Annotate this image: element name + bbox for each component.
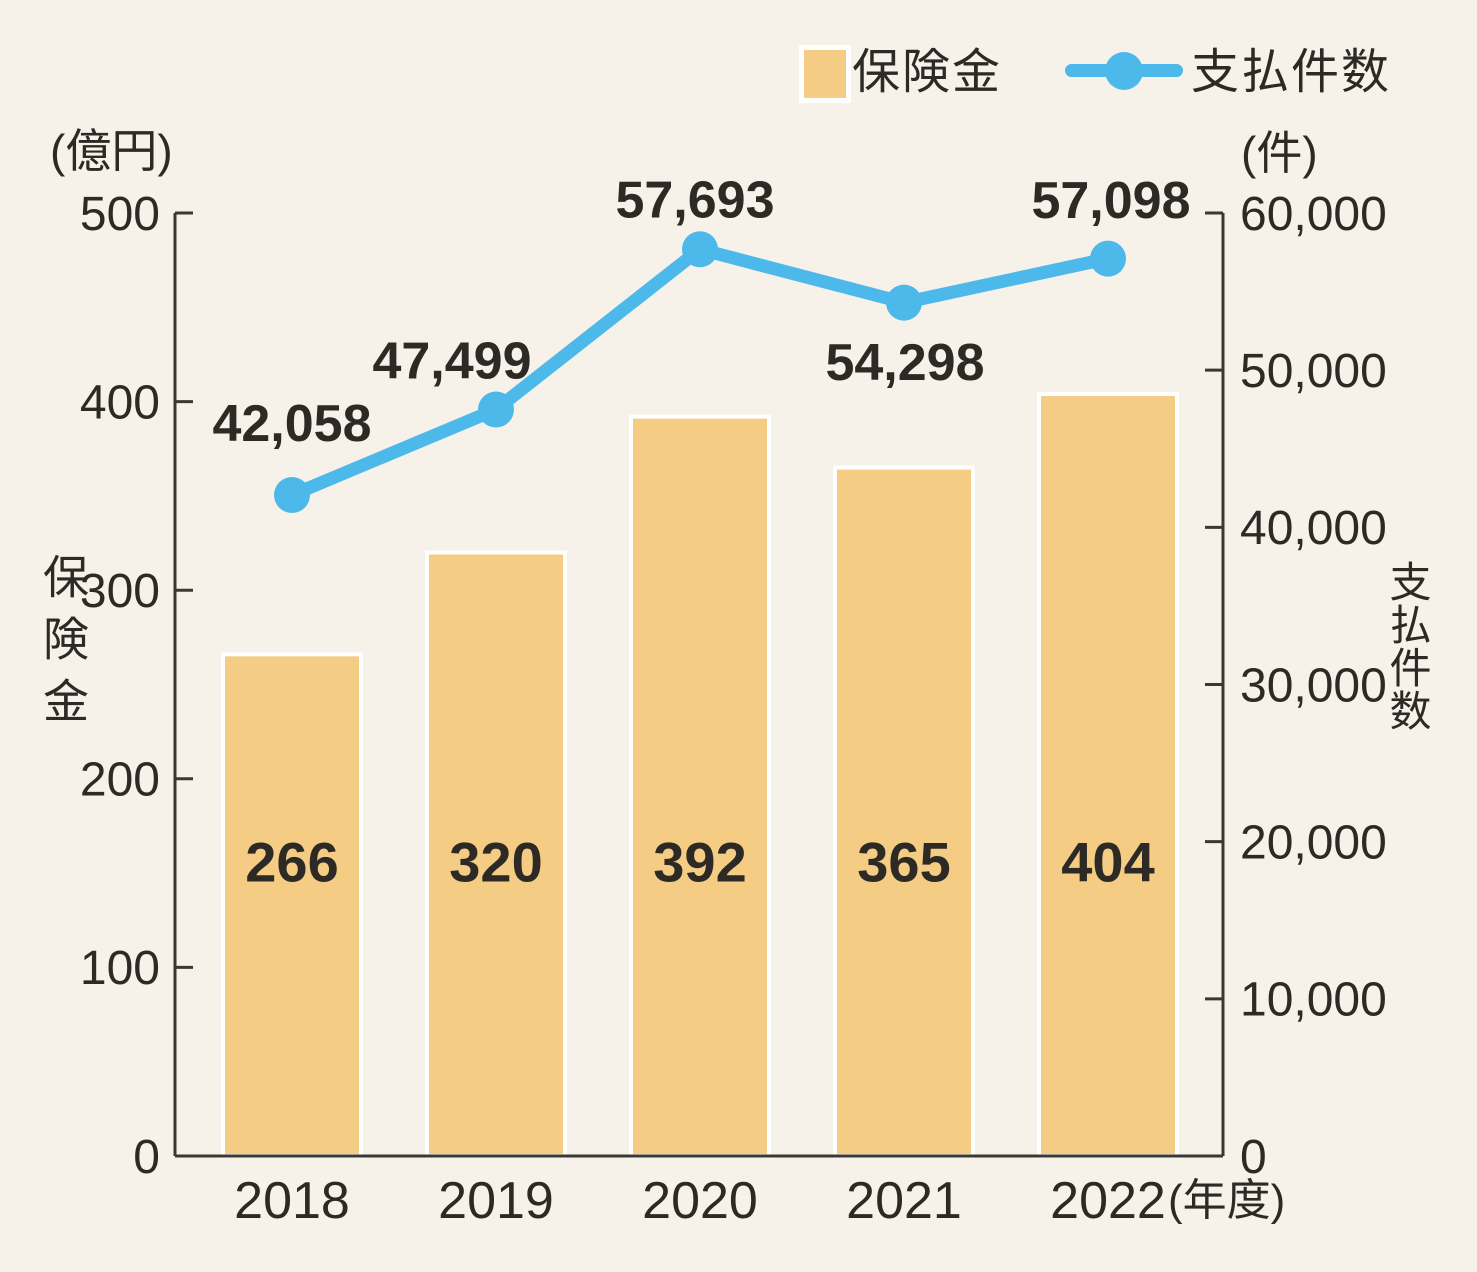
- bar-2022: [1037, 392, 1179, 1158]
- x-label-2020: 2020: [642, 1172, 758, 1230]
- right-tick-label-10000: 10,000: [1240, 974, 1387, 1027]
- left-axis-title: 保険金: [37, 553, 89, 739]
- right-tick-label-40000: 40,000: [1240, 502, 1387, 555]
- line-legend-marker-icon: [1065, 51, 1183, 90]
- left-tick-label-200: 200: [80, 754, 160, 807]
- x-label-2019: 2019: [438, 1172, 554, 1230]
- right-axis-title: 支払件数: [1384, 560, 1431, 732]
- left-tick-label-0: 0: [133, 1131, 160, 1184]
- bar-2020: [629, 414, 771, 1158]
- line-point-2021: [886, 284, 922, 321]
- bar-value-2019: 320: [449, 831, 542, 894]
- line-value-2018: 42,058: [212, 395, 371, 453]
- bar-value-2020: 392: [653, 831, 746, 894]
- bar-legend-swatch-icon: [799, 45, 851, 103]
- bar-value-2021: 365: [857, 831, 950, 894]
- left-tick-label-300: 300: [80, 565, 160, 618]
- line-value-2021: 54,298: [825, 334, 984, 392]
- bar-2019: [425, 550, 567, 1158]
- x-label-2021: 2021: [846, 1172, 962, 1230]
- right-tick-label-50000: 50,000: [1240, 345, 1387, 398]
- x-axis-unit: (年度): [1168, 1176, 1286, 1225]
- left-tick-label-500: 500: [80, 188, 160, 241]
- right-tick-label-30000: 30,000: [1240, 659, 1387, 712]
- line-value-2020: 57,693: [615, 171, 774, 229]
- line-point-2020: [682, 231, 718, 268]
- left-axis-unit: (億円): [50, 125, 173, 177]
- bar-legend-label: 保険金: [852, 46, 1003, 99]
- line-point-2018: [274, 476, 310, 513]
- right-tick-label-0: 0: [1240, 1131, 1267, 1184]
- x-label-2022: 2022: [1050, 1172, 1166, 1230]
- right-axis-unit: (件): [1241, 127, 1318, 179]
- line-value-2019: 47,499: [372, 333, 531, 391]
- right-tick-label-20000: 20,000: [1240, 816, 1387, 869]
- bar-2018: [221, 652, 363, 1158]
- line-point-2019: [478, 391, 514, 428]
- bar-value-2022: 404: [1061, 831, 1154, 894]
- x-label-2018: 2018: [234, 1172, 350, 1230]
- line-point-2022: [1090, 240, 1126, 277]
- line-legend-label: 支払件数: [1191, 46, 1392, 99]
- line-value-2022: 57,098: [1031, 172, 1190, 230]
- bar-2021: [833, 465, 975, 1158]
- bar-value-2018: 266: [245, 831, 338, 894]
- left-tick-label-100: 100: [80, 942, 160, 995]
- line-legend-dot-icon: [1105, 51, 1143, 90]
- right-tick-label-60000: 60,000: [1240, 188, 1387, 241]
- left-tick-label-400: 400: [80, 376, 160, 429]
